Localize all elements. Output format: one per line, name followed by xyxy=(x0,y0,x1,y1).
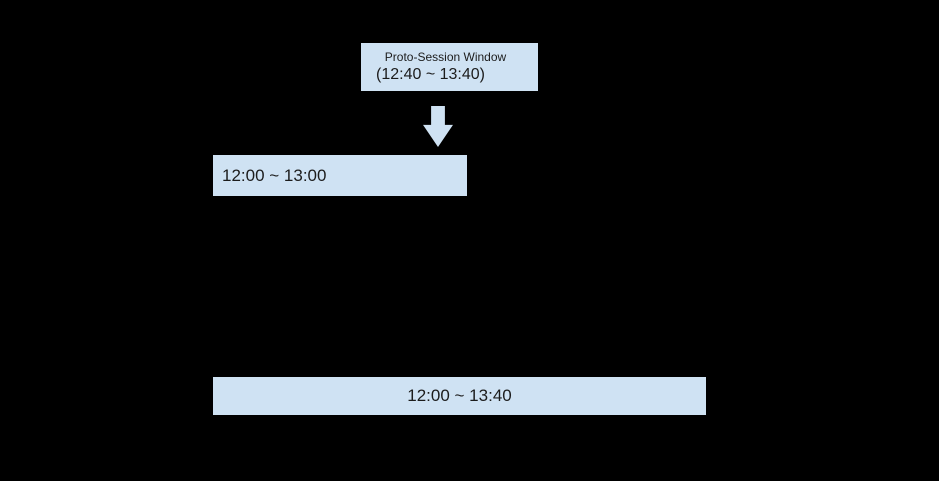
extended-session-label: 12:00 ~ 13:40 xyxy=(407,386,512,405)
down-arrow-icon xyxy=(423,106,453,147)
original-session-bar: 12:00 ~ 13:00 xyxy=(213,155,467,196)
proto-session-window-box: Proto-Session Window (12:40 ~ 13:40) xyxy=(360,42,539,92)
proto-session-window-range: (12:40 ~ 13:40) xyxy=(376,66,485,83)
proto-session-window-title: Proto-Session Window xyxy=(384,50,507,64)
original-session-label: 12:00 ~ 13:00 xyxy=(222,165,327,185)
extended-session-bar: 12:00 ~ 13:40 xyxy=(213,377,706,415)
